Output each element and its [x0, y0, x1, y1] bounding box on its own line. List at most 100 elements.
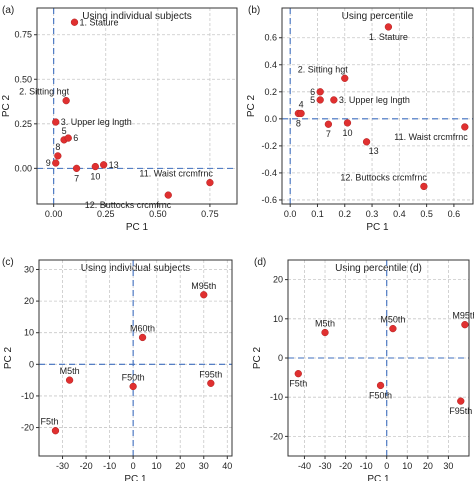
panel-label: (a) — [2, 5, 14, 16]
panel-title: Using individual subjects — [81, 263, 191, 274]
data-point — [72, 164, 81, 173]
y-tick-label: 0.25 — [14, 119, 32, 129]
panel-label: (c) — [2, 257, 14, 268]
data-point — [297, 109, 305, 118]
point-label: 2. Sitting hgt — [298, 64, 349, 74]
point-label: 7 — [74, 173, 79, 183]
data-point — [62, 97, 70, 105]
point-label: F5th — [40, 417, 58, 427]
y-tick-label: 0.2 — [264, 87, 277, 97]
data-point — [316, 88, 324, 96]
data-point — [376, 381, 385, 390]
point-label: M5th — [60, 366, 80, 376]
point-label: 12. Buttocks crcmfrnc — [85, 200, 172, 210]
x-axis-label: PC 1 — [126, 222, 149, 233]
point-label: F50th — [369, 390, 392, 400]
x-tick-label: 0.25 — [97, 209, 115, 219]
point-label: 2. Sitting hgt — [19, 87, 70, 97]
y-tick-label: -0.6 — [261, 195, 277, 205]
data-point — [389, 324, 397, 333]
data-point — [343, 119, 352, 127]
x-tick-label: 10 — [152, 461, 162, 471]
y-tick-label: 0.00 — [14, 163, 32, 173]
data-point — [54, 152, 62, 160]
x-tick-label: 30 — [443, 461, 453, 471]
data-point — [52, 118, 60, 126]
point-label: 6 — [310, 87, 315, 97]
point-label: F5th — [289, 379, 307, 389]
point-label: 3. Upper leg lngth — [339, 95, 410, 105]
data-point — [164, 191, 172, 199]
y-tick-label: -0.4 — [261, 168, 277, 178]
point-label: 11. Waist crcmfrnc — [394, 132, 468, 142]
point-label: 6 — [73, 133, 78, 143]
x-tick-label: 0.4 — [393, 209, 406, 219]
y-tick-label: 0.4 — [264, 60, 277, 70]
point-label: 1. Stature — [369, 32, 408, 42]
data-point — [384, 23, 393, 31]
data-point — [457, 397, 465, 405]
plot-frame — [281, 7, 474, 205]
x-tick-label: 20 — [423, 461, 433, 471]
data-point — [100, 161, 108, 169]
point-label: 5 — [62, 126, 67, 136]
x-tick-label: -20 — [339, 461, 352, 471]
panel-3: (c) Using individual subjects -30 -20 -10 0 10… — [2, 257, 233, 481]
y-tick-label: 10 — [24, 328, 34, 338]
point-label: 4 — [299, 99, 304, 109]
panel-4: (d) Using percentile (d) -40 -30 -20 -10 0 10 20… — [252, 257, 474, 481]
point-label: 12. Buttocks crcmfrnc — [340, 172, 427, 182]
plot-frame — [38, 259, 233, 457]
point-label: 10 — [90, 172, 100, 182]
data-point — [200, 291, 208, 299]
data-point — [138, 333, 147, 342]
y-tick-label: 0.6 — [264, 33, 277, 43]
panel-title: Using percentile — [342, 11, 414, 22]
data-point — [330, 96, 338, 104]
x-axis-label: PC 1 — [366, 222, 389, 233]
x-tick-label: 0.3 — [366, 209, 379, 219]
point-label: 9 — [46, 158, 51, 168]
y-axis-label: PC 2 — [1, 94, 12, 117]
y-tick-label: 0 — [278, 353, 283, 363]
y-axis-label: PC 2 — [3, 346, 14, 369]
x-tick-label: 0.1 — [311, 209, 324, 219]
data-point — [70, 18, 79, 26]
point-label: M95th — [452, 311, 474, 321]
point-label: M60th — [130, 323, 155, 333]
data-point — [420, 182, 428, 191]
data-point — [64, 134, 72, 142]
x-tick-label: 0.2 — [338, 209, 351, 219]
data-point — [461, 321, 469, 329]
panel-title: Using individual subjects — [82, 11, 192, 22]
panel-2: (b) Using percentile 0.0 0.1 0.2 0.3 0.4 0.5 0.6… — [246, 5, 474, 233]
data-point — [324, 120, 333, 128]
point-label: 7 — [326, 129, 331, 139]
point-label: 1. Stature — [80, 17, 119, 27]
x-tick-label: -40 — [298, 461, 311, 471]
x-tick-label: 30 — [199, 461, 209, 471]
x-tick-label: -10 — [360, 461, 373, 471]
y-tick-label: 20 — [273, 275, 283, 285]
data-point — [316, 96, 324, 104]
y-tick-label: -10 — [270, 392, 283, 402]
point-label: F95th — [199, 369, 222, 379]
y-tick-label: -20 — [21, 423, 34, 433]
point-label: 8 — [296, 118, 301, 128]
x-tick-label: 20 — [175, 461, 185, 471]
point-label: 13 — [109, 160, 119, 170]
y-tick-label: 0.0 — [264, 114, 277, 124]
point-label: 5 — [310, 95, 315, 105]
data-point — [321, 328, 329, 337]
x-axis-label: PC 1 — [367, 474, 390, 481]
y-tick-label: 0.50 — [14, 74, 32, 84]
data-point — [51, 427, 60, 435]
point-label: 13 — [369, 146, 379, 156]
data-point — [65, 376, 74, 384]
data-point — [129, 382, 137, 391]
point-label: 3. Upper leg lngth — [61, 117, 132, 127]
x-tick-label: 0.75 — [201, 209, 219, 219]
x-tick-label: 0.50 — [149, 209, 167, 219]
data-point — [206, 178, 214, 187]
x-tick-label: -10 — [103, 461, 116, 471]
